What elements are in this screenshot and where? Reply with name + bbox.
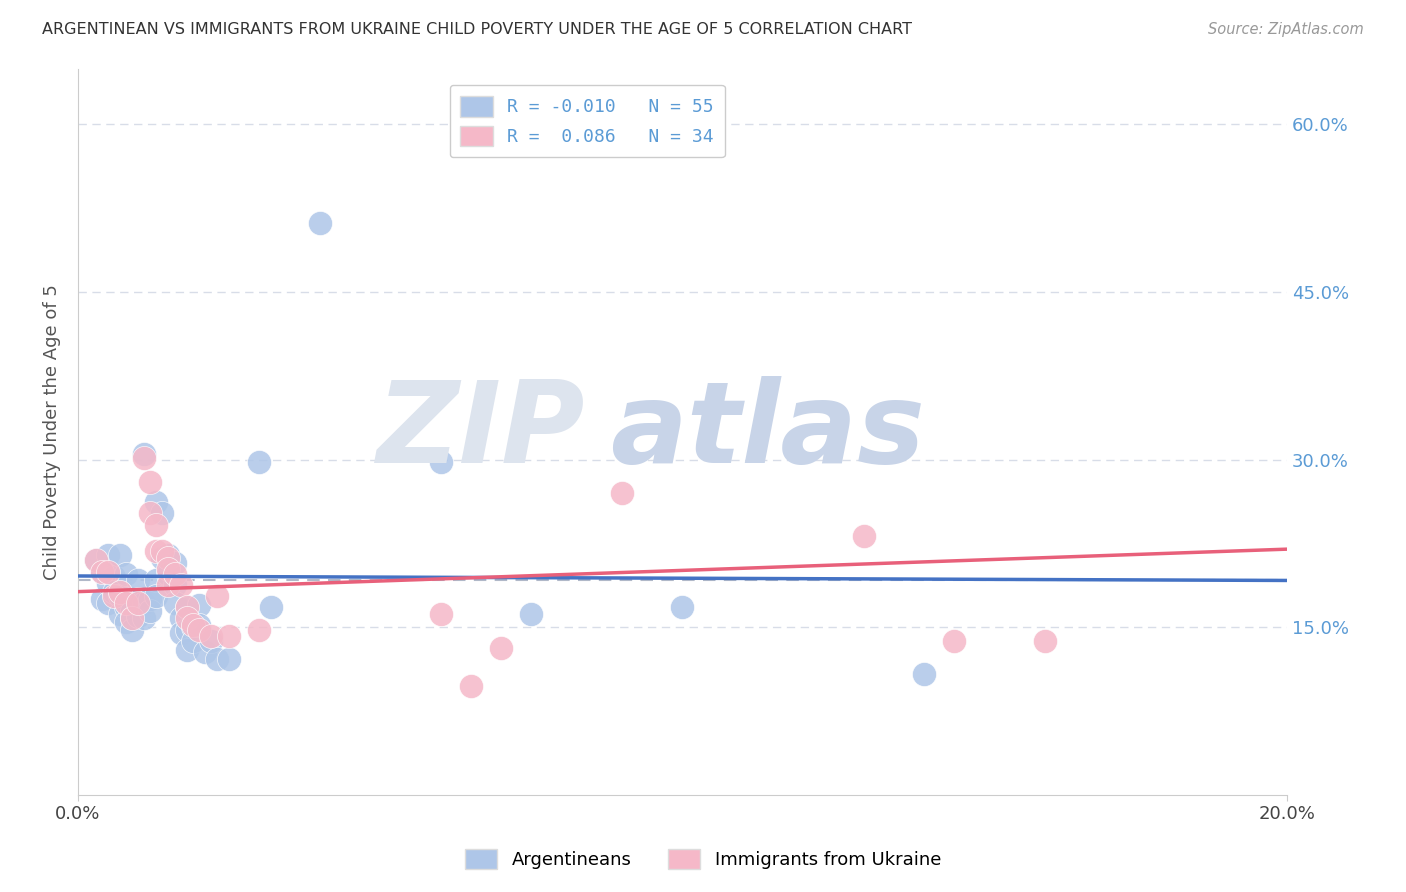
Point <box>145 495 167 509</box>
Point <box>610 486 633 500</box>
Point <box>121 611 143 625</box>
Point <box>134 450 156 465</box>
Point <box>127 596 149 610</box>
Point <box>152 544 174 558</box>
Point <box>145 544 167 558</box>
Point <box>103 570 125 584</box>
Point <box>308 216 330 230</box>
Point <box>169 611 191 625</box>
Point <box>157 551 180 566</box>
Point <box>127 592 149 607</box>
Point <box>97 548 120 562</box>
Point <box>91 565 114 579</box>
Y-axis label: Child Poverty Under the Age of 5: Child Poverty Under the Age of 5 <box>44 284 60 580</box>
Point <box>163 596 186 610</box>
Point <box>157 566 180 581</box>
Text: atlas: atlas <box>610 376 925 487</box>
Point <box>157 578 180 592</box>
Text: ZIP: ZIP <box>377 376 585 487</box>
Point <box>103 589 125 603</box>
Point <box>115 615 138 629</box>
Point <box>163 566 186 581</box>
Point <box>139 592 162 607</box>
Point <box>134 447 156 461</box>
Point <box>139 507 162 521</box>
Point <box>176 600 198 615</box>
Point <box>187 623 209 637</box>
Point <box>157 562 180 576</box>
Point <box>139 604 162 618</box>
Point <box>91 565 114 579</box>
Point <box>176 642 198 657</box>
Point <box>145 517 167 532</box>
Point <box>121 611 143 625</box>
Text: ARGENTINEAN VS IMMIGRANTS FROM UKRAINE CHILD POVERTY UNDER THE AGE OF 5 CORRELAT: ARGENTINEAN VS IMMIGRANTS FROM UKRAINE C… <box>42 22 912 37</box>
Point <box>127 609 149 624</box>
Point <box>127 574 149 588</box>
Point <box>429 607 451 621</box>
Point <box>187 618 209 632</box>
Point <box>205 651 228 665</box>
Point <box>108 589 131 603</box>
Point <box>943 633 966 648</box>
Point <box>115 596 138 610</box>
Text: Source: ZipAtlas.com: Source: ZipAtlas.com <box>1208 22 1364 37</box>
Point <box>176 600 198 615</box>
Point <box>84 553 107 567</box>
Point <box>520 607 543 621</box>
Legend: R = -0.010   N = 55, R =  0.086   N = 34: R = -0.010 N = 55, R = 0.086 N = 34 <box>450 85 724 157</box>
Point <box>152 507 174 521</box>
Point <box>247 455 270 469</box>
Point <box>671 600 693 615</box>
Point <box>200 633 222 648</box>
Point <box>157 548 180 562</box>
Point <box>429 455 451 469</box>
Point <box>460 679 482 693</box>
Point <box>852 529 875 543</box>
Point <box>176 623 198 637</box>
Point <box>108 548 131 562</box>
Point <box>200 629 222 643</box>
Point <box>218 629 240 643</box>
Point <box>115 566 138 581</box>
Point <box>115 600 138 615</box>
Point <box>181 618 204 632</box>
Point <box>97 596 120 610</box>
Point <box>194 645 217 659</box>
Point <box>91 592 114 607</box>
Point <box>134 596 156 610</box>
Point <box>84 553 107 567</box>
Point <box>247 623 270 637</box>
Point <box>163 556 186 570</box>
Point <box>218 651 240 665</box>
Point <box>176 611 198 625</box>
Point <box>205 589 228 603</box>
Legend: Argentineans, Immigrants from Ukraine: Argentineans, Immigrants from Ukraine <box>456 839 950 879</box>
Point <box>134 611 156 625</box>
Point <box>108 584 131 599</box>
Point <box>121 604 143 618</box>
Point <box>97 575 120 590</box>
Point <box>169 578 191 592</box>
Point <box>145 574 167 588</box>
Point <box>108 607 131 621</box>
Point <box>187 598 209 612</box>
Point <box>489 640 512 655</box>
Point <box>145 589 167 603</box>
Point <box>152 551 174 566</box>
Point <box>260 600 283 615</box>
Point <box>169 626 191 640</box>
Point <box>912 667 935 681</box>
Point <box>121 623 143 637</box>
Point <box>103 584 125 599</box>
Point <box>163 578 186 592</box>
Point <box>181 620 204 634</box>
Point <box>1033 633 1056 648</box>
Point <box>181 633 204 648</box>
Point <box>139 475 162 489</box>
Point <box>97 565 120 579</box>
